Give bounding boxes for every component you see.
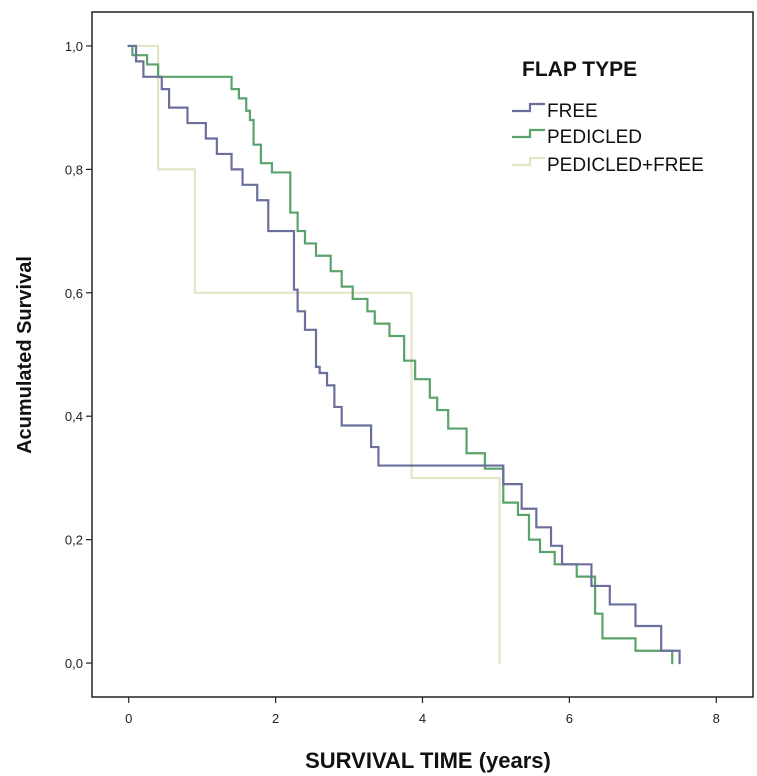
y-tick-label: 0,8 [65,162,83,177]
y-axis-ticks: 0,0 0,2 0,4 0,6 0,8 1,0 [65,39,92,671]
x-axis-ticks: 0 2 4 6 8 [125,697,720,726]
legend-entry-label: FREE [547,101,598,122]
x-axis-label: SURVIVAL TIME (years) [305,748,551,773]
legend-entry-label: PEDICLED+FREE [547,155,704,176]
y-axis-label: Acumulated Survival [14,256,36,454]
x-tick-label: 2 [272,711,279,726]
y-tick-label: 0,2 [65,533,83,548]
x-tick-label: 6 [566,711,573,726]
legend-swatch [512,156,545,167]
series-layer [127,44,681,665]
series-line-free [127,44,681,665]
y-tick-label: 0,4 [65,409,83,424]
y-tick-label: 0,0 [65,656,83,671]
series-line-pedicled [127,44,674,665]
series-line-pedicled-free [127,44,501,665]
x-tick-label: 8 [713,711,720,726]
x-tick-label: 4 [419,711,426,726]
x-tick-label: 0 [125,711,132,726]
legend-swatch [512,102,545,113]
legend-swatch [512,128,545,139]
legend: FLAP TYPE FREE PEDICLED PEDICLED+FREE [512,58,704,176]
plot-frame [91,11,754,698]
legend-title: FLAP TYPE [522,58,637,81]
y-tick-label: 0,6 [65,286,83,301]
legend-entry-label: PEDICLED [547,127,642,148]
y-tick-label: 1,0 [65,39,83,54]
